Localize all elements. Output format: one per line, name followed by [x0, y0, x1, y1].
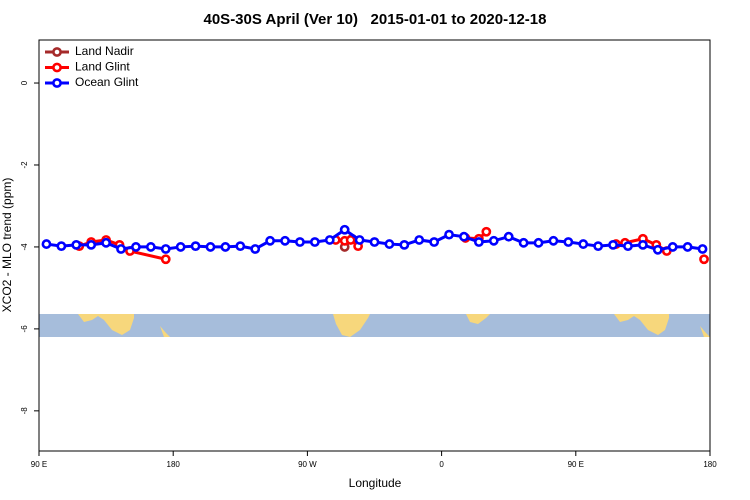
map-strip	[39, 314, 710, 337]
data-point	[481, 226, 492, 237]
data-point	[638, 239, 648, 250]
y-tick-label: -2	[20, 161, 29, 169]
y-axis-label: XCO2 - MLO trend (ppm)	[0, 178, 14, 313]
legend-label: Land Glint	[75, 60, 130, 74]
x-tick-label: 180	[167, 460, 181, 469]
data-point	[369, 237, 380, 247]
data-point	[145, 242, 156, 252]
data-point	[488, 235, 499, 246]
x-tick-label: 90 W	[298, 460, 317, 469]
data-point	[175, 242, 186, 252]
data-point	[205, 242, 216, 252]
y-tick-label: 0	[20, 80, 29, 85]
land	[160, 326, 170, 337]
data-point	[414, 235, 425, 245]
data-point	[503, 231, 514, 242]
x-tick-label: 180	[703, 460, 717, 469]
data-point	[384, 239, 395, 249]
data-point	[190, 241, 201, 252]
data-point	[608, 239, 618, 250]
data-point	[548, 235, 559, 246]
data-point	[41, 239, 52, 249]
data-point	[86, 239, 97, 250]
data-point	[429, 237, 440, 247]
data-point	[220, 242, 231, 252]
x-tick-label: 90 E	[31, 460, 47, 469]
data-point	[160, 254, 171, 265]
x-axis-label: Longitude	[349, 476, 402, 490]
data-point	[473, 237, 484, 247]
data-point	[354, 235, 365, 245]
chart-title: 40S-30S April (Ver 10) 2015-01-01 to 202…	[204, 11, 547, 28]
data-point	[699, 254, 709, 265]
data-point	[444, 229, 454, 240]
land	[466, 314, 490, 324]
data-point	[697, 244, 708, 254]
data-point	[682, 242, 693, 252]
data-point	[295, 237, 305, 247]
data-point	[56, 241, 67, 252]
y-tick-label: -8	[20, 407, 29, 415]
data-point	[533, 237, 544, 248]
data-point	[518, 237, 529, 248]
x-tick-label: 90 E	[568, 460, 584, 469]
y-tick-label: -6	[20, 325, 29, 333]
data-point	[652, 244, 663, 255]
data-point	[131, 242, 141, 252]
legend-swatch-marker	[52, 47, 62, 57]
data-point	[593, 241, 604, 252]
land	[700, 326, 710, 337]
land	[78, 314, 134, 335]
legend-label: Ocean Glint	[75, 75, 139, 89]
data-point	[265, 235, 276, 246]
land	[614, 314, 669, 335]
data-point	[235, 241, 246, 252]
y-tick-label: -4	[20, 243, 29, 251]
data-point	[250, 244, 261, 254]
legend-swatch-marker	[52, 78, 62, 88]
data-point	[280, 235, 290, 246]
data-point	[563, 237, 574, 247]
data-point	[623, 241, 633, 252]
data-point	[339, 224, 350, 235]
data-point	[116, 244, 126, 254]
data-point	[101, 237, 111, 248]
plot-frame	[38, 39, 711, 452]
data-point	[578, 239, 589, 249]
data-point	[399, 239, 410, 250]
land	[333, 314, 370, 337]
data-point	[160, 244, 171, 254]
legend-label: Land Nadir	[75, 44, 134, 58]
data-point	[324, 235, 335, 245]
data-point	[345, 235, 356, 245]
data-point	[309, 237, 320, 247]
x-tick-label: 0	[439, 460, 444, 469]
data-point	[667, 242, 678, 252]
data-point	[459, 231, 469, 242]
legend-swatch-marker	[52, 62, 62, 73]
ocean-band	[39, 314, 710, 337]
data-point	[71, 239, 82, 250]
